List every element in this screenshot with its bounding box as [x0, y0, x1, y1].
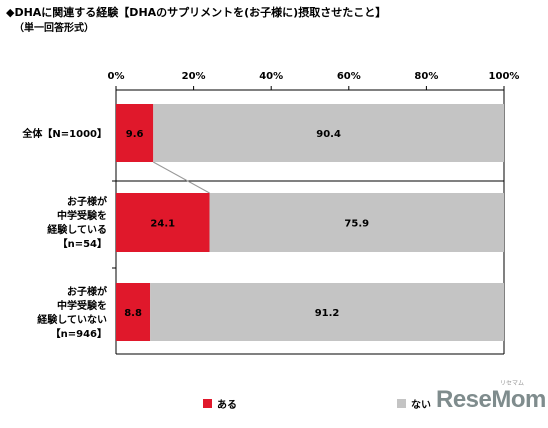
legend-swatch-0 [203, 399, 212, 408]
data-label-2-0: 8.8 [124, 308, 142, 319]
category-label-1-3: 【n=54】 [58, 237, 107, 250]
category-label-0-0: 全体【N=1000】 [21, 127, 107, 140]
data-label-1-0: 24.1 [150, 219, 175, 230]
bar-0-1 [153, 104, 505, 162]
category-label-2-1: 中学受験を [57, 299, 107, 312]
legend-label-1: ない [411, 399, 431, 411]
bar-2-1 [150, 283, 505, 341]
bar-0-0 [116, 104, 154, 162]
resemom-logo: ReseMom [436, 386, 546, 413]
connector-line-right [153, 161, 210, 194]
category-label-1-1: 中学受験を [57, 209, 107, 222]
x-tick-label-0: 0% [108, 71, 125, 82]
x-tick-label-1: 20% [182, 71, 206, 82]
category-label-1-0: お子様が [67, 195, 108, 208]
bar-1-0 [116, 193, 210, 252]
data-label-2-1: 91.2 [315, 308, 340, 319]
legend-label-0: ある [217, 398, 237, 411]
category-label-1-2: 経験している [47, 223, 107, 236]
bar-2-0 [116, 283, 151, 341]
x-tick-label-4: 80% [414, 71, 438, 82]
bar-1-1 [209, 193, 504, 252]
resemom-logo-ruby: リセマム [500, 380, 525, 387]
chart-subtitle: （単一回答形式） [14, 23, 94, 34]
x-tick-label-5: 100% [489, 71, 520, 82]
category-label-2-3: 【n=946】 [51, 327, 107, 340]
x-tick-label-3: 60% [337, 71, 361, 82]
data-label-1-1: 75.9 [344, 219, 369, 230]
legend-swatch-1 [397, 399, 406, 408]
category-label-2-2: 経験していない [37, 313, 107, 326]
category-label-2-0: お子様が [67, 285, 108, 298]
data-label-0-0: 9.6 [126, 129, 144, 140]
x-tick-label-2: 40% [259, 71, 283, 82]
data-label-0-1: 90.4 [316, 129, 341, 140]
chart-title: ◆DHAに関連する経験【DHAのサプリメントを(お子様に)摂取させたこと】 [6, 6, 387, 19]
